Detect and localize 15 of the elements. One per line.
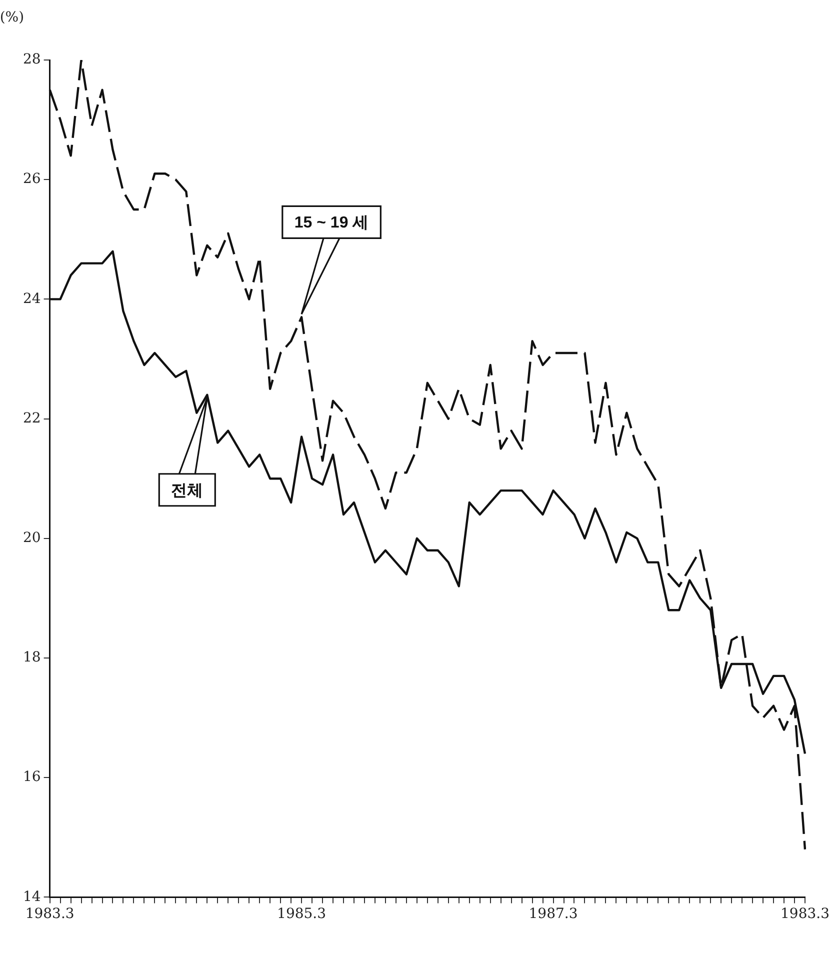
y-tick-label: 16 bbox=[22, 769, 41, 786]
y-axis-title: (%) bbox=[0, 10, 24, 26]
x-tick-label: 1983.3 bbox=[780, 906, 830, 922]
y-tick-label: 14 bbox=[22, 888, 41, 905]
y-tick-label: 22 bbox=[22, 410, 41, 426]
text: 15 ~ 19 세 bbox=[294, 214, 369, 232]
x-tick-label: 1983.3 bbox=[25, 906, 74, 922]
x-tick-label: 1985.3 bbox=[277, 906, 326, 922]
y-tick-label: 28 bbox=[22, 52, 41, 68]
x-tick-label: 1987.3 bbox=[528, 906, 578, 922]
y-tick-label: 24 bbox=[22, 290, 41, 307]
y-tick-label: 18 bbox=[22, 650, 41, 666]
y-tick-label: 20 bbox=[22, 530, 41, 546]
y-tick-label: 26 bbox=[22, 171, 41, 188]
text: 전체 bbox=[171, 482, 204, 500]
